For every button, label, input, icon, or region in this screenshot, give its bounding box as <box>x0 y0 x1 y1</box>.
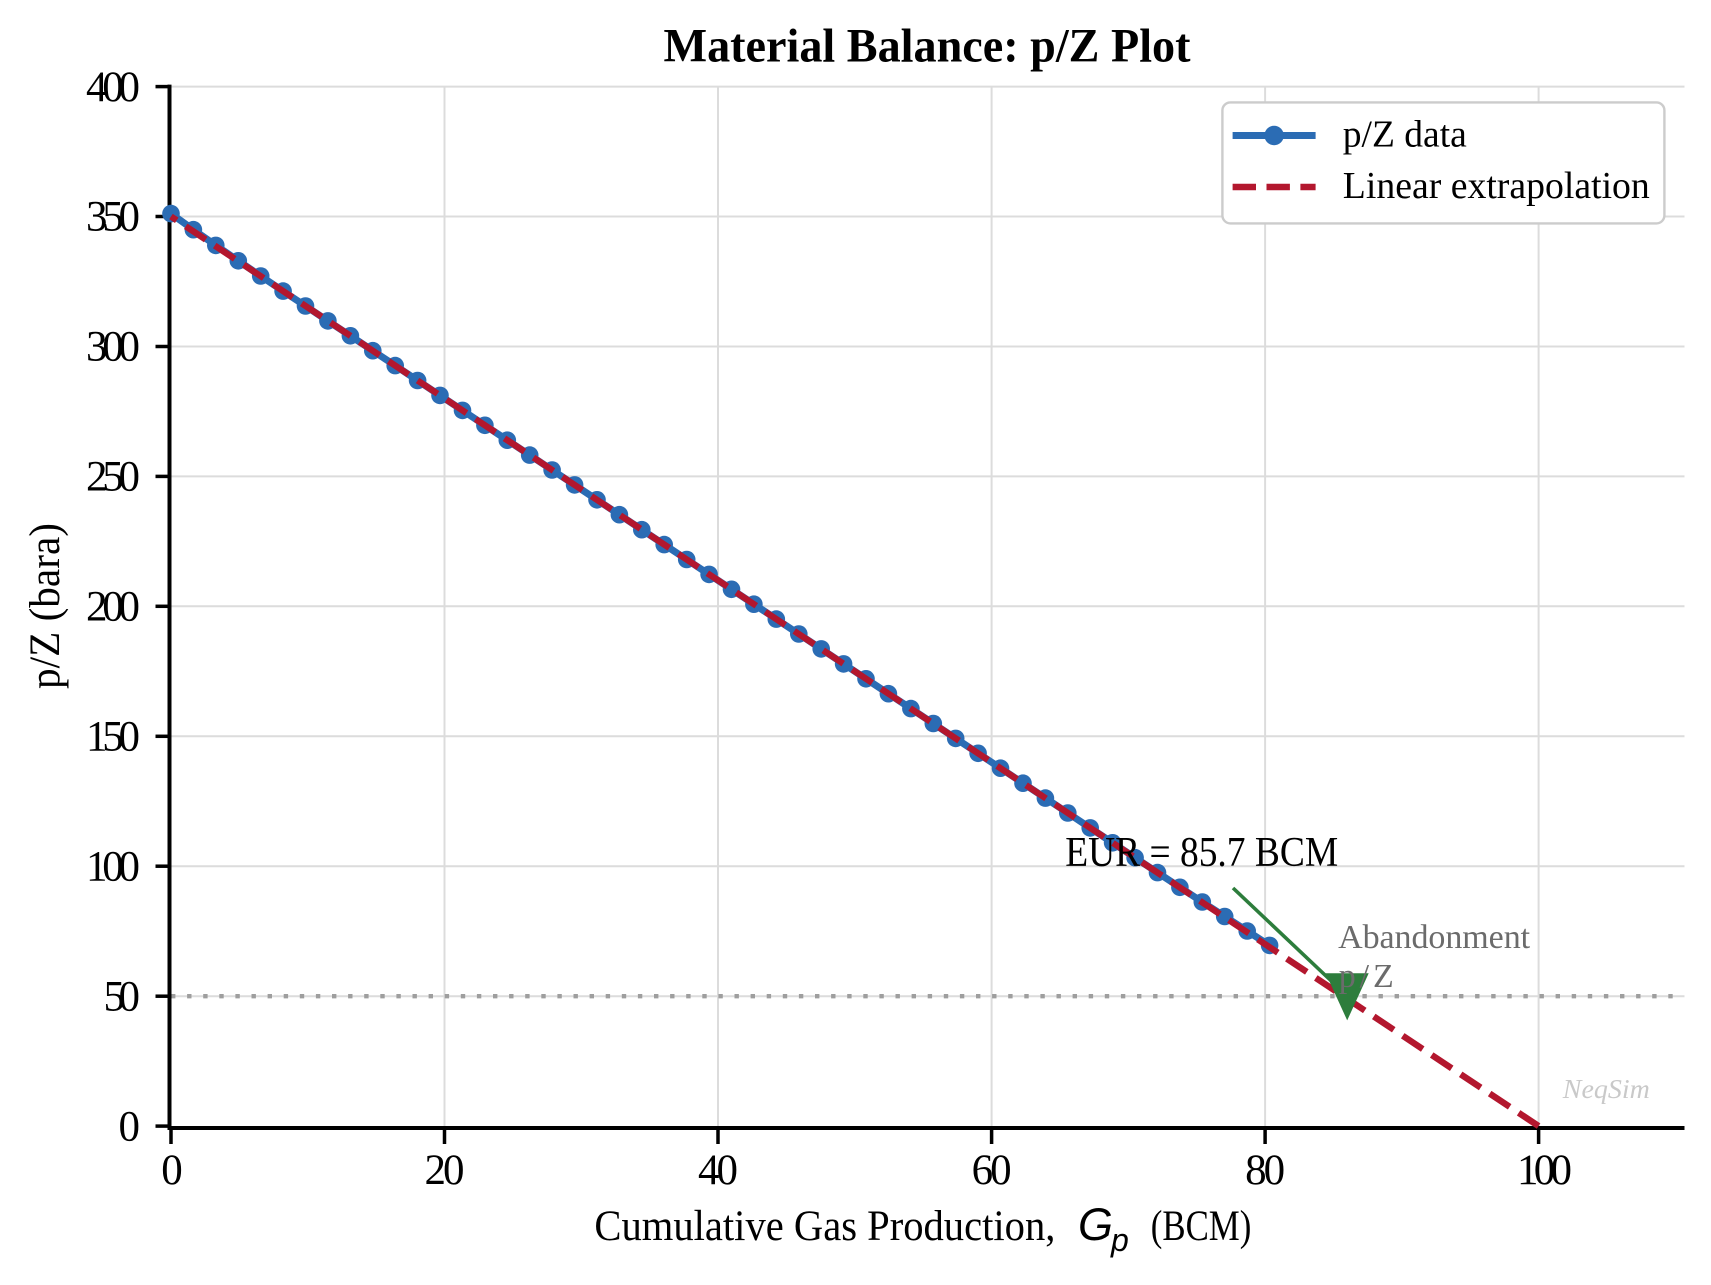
svg-text:p/Z data: p/Z data <box>1343 114 1467 156</box>
svg-text:p/Z (bara): p/Z (bara) <box>22 523 69 689</box>
svg-text:Cumulative Gas Production,: Cumulative Gas Production, <box>594 1202 1055 1250</box>
svg-text:400: 400 <box>86 64 140 111</box>
svg-text:p: p <box>1110 1222 1129 1258</box>
svg-text:Linear extrapolation: Linear extrapolation <box>1343 165 1650 207</box>
svg-text:20: 20 <box>425 1147 465 1194</box>
svg-text:Abandonment: Abandonment <box>1338 919 1531 956</box>
svg-text:0: 0 <box>119 1103 141 1150</box>
svg-text:60: 60 <box>972 1147 1012 1194</box>
svg-text:80: 80 <box>1245 1147 1285 1194</box>
svg-text:G: G <box>1078 1199 1113 1250</box>
svg-text:(BCM): (BCM) <box>1151 1201 1252 1250</box>
svg-text:200: 200 <box>86 584 140 631</box>
svg-text:EUR = 85.7 BCM: EUR = 85.7 BCM <box>1065 829 1338 876</box>
svg-text:0: 0 <box>161 1147 183 1194</box>
svg-text:Material Balance: p/Z Plot: Material Balance: p/Z Plot <box>664 20 1191 73</box>
svg-text:250: 250 <box>86 454 140 501</box>
svg-text:300: 300 <box>86 324 140 371</box>
svg-text:100: 100 <box>86 843 140 890</box>
svg-text:150: 150 <box>86 714 140 761</box>
svg-text:350: 350 <box>86 194 140 241</box>
svg-text:p/Z: p/Z <box>1339 958 1394 995</box>
svg-text:40: 40 <box>698 1147 738 1194</box>
svg-text:100: 100 <box>1517 1147 1572 1194</box>
svg-text:NeqSim: NeqSim <box>1562 1073 1650 1104</box>
svg-text:50: 50 <box>104 973 141 1020</box>
